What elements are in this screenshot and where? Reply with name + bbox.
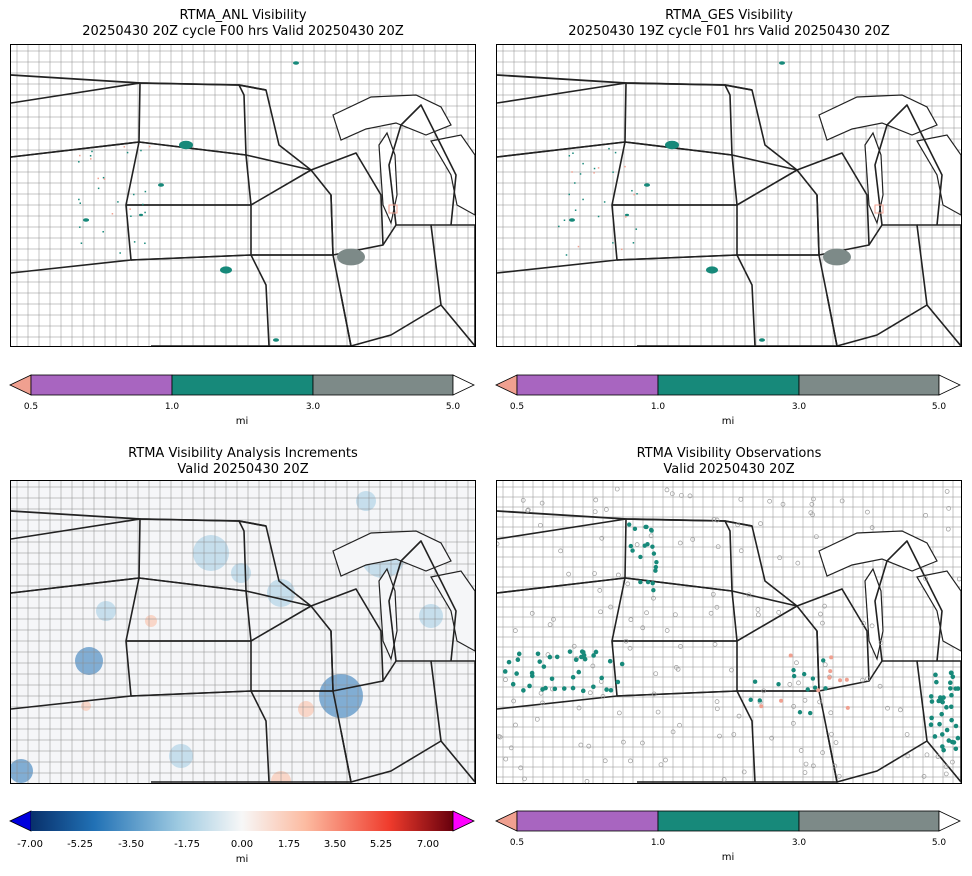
panel-anl-visibility: RTMA_ANL Visibility 20250430 20Z cycle F… — [0, 0, 486, 438]
cbar-tick: -5.25 — [67, 839, 93, 850]
colorbar-increments: -7.00 -5.25 -3.50 -1.75 0.00 1.75 3.50 5… — [9, 810, 475, 872]
cbar-tick: 0.5 — [509, 402, 525, 412]
cbar-seg-purple — [516, 374, 659, 396]
map-canvas — [497, 45, 961, 346]
panel-subtitle: 20250430 19Z cycle F01 hrs Valid 2025043… — [568, 24, 890, 39]
colorbar-anl: 0.5 1.0 3.0 5.0 mi — [9, 374, 475, 434]
panel-subtitle: 20250430 20Z cycle F00 hrs Valid 2025043… — [82, 24, 404, 39]
cbar-seg-gray — [312, 374, 454, 396]
cbar-unit: mi — [721, 416, 735, 427]
cbar-tick: 0.5 — [23, 402, 39, 412]
colorbar-cat — [495, 810, 961, 832]
panel-subtitle: Valid 20250430 20Z — [177, 462, 309, 477]
cbar-extend-high — [452, 810, 475, 832]
cbar-seg-green — [171, 374, 314, 396]
panel-title: RTMA Visibility Analysis Increments — [128, 446, 358, 461]
map-anl — [10, 44, 476, 347]
cbar-unit: mi — [235, 854, 249, 865]
cbar-tick: 5.0 — [445, 402, 461, 412]
cbar-seg-green — [657, 810, 800, 832]
map-canvas — [11, 45, 475, 346]
cbar-tick: 5.0 — [931, 838, 947, 848]
panel-observations: RTMA Visibility Observations Valid 20250… — [486, 438, 972, 876]
cbar-seg-gray — [798, 810, 940, 832]
panel-analysis-increments: RTMA Visibility Analysis Increments Vali… — [0, 438, 486, 876]
cbar-tick: 3.0 — [791, 402, 807, 412]
cbar-tick: 1.0 — [164, 402, 180, 412]
cbar-unit: mi — [721, 852, 735, 863]
cbar-tick: -1.75 — [174, 839, 200, 850]
cbar-extend-high — [452, 374, 475, 396]
cbar-seg-purple — [30, 374, 173, 396]
cbar-extend-low — [9, 374, 32, 396]
panel-title: RTMA_ANL Visibility — [179, 8, 307, 23]
cbar-tick: 0.00 — [230, 839, 254, 850]
cbar-seg-purple — [516, 810, 659, 832]
cbar-extend-low — [495, 810, 518, 832]
cbar-tick: 3.50 — [323, 839, 347, 850]
cbar-tick: 7.00 — [416, 839, 440, 850]
cbar-tick: 5.0 — [931, 402, 947, 412]
cbar-extend-high — [938, 374, 961, 396]
colorbar-observations: 0.5 1.0 3.0 5.0 mi — [495, 810, 961, 870]
cbar-extend-high — [938, 810, 961, 832]
cbar-tick: 3.0 — [305, 402, 321, 412]
map-increments — [10, 480, 476, 784]
cbar-extend-low — [9, 810, 32, 832]
panel-title: RTMA_GES Visibility — [665, 8, 793, 23]
cbar-seg-green — [657, 374, 800, 396]
panel-title: RTMA Visibility Observations — [636, 446, 822, 461]
map-canvas — [497, 481, 961, 783]
cbar-tick: 5.25 — [369, 839, 393, 850]
panel-subtitle: Valid 20250430 20Z — [663, 462, 795, 477]
colorbar-cat — [495, 374, 961, 396]
map-canvas — [11, 481, 475, 783]
map-ges — [496, 44, 962, 347]
cbar-tick: 1.75 — [277, 839, 301, 850]
cbar-tick: 3.0 — [791, 838, 807, 848]
cbar-unit: mi — [235, 416, 249, 427]
colorbar-cat — [9, 374, 475, 396]
cbar-tick: 1.0 — [650, 402, 666, 412]
cbar-gradient — [31, 811, 453, 831]
cbar-extend-low — [495, 374, 518, 396]
cbar-tick: 1.0 — [650, 838, 666, 848]
cbar-tick: -3.50 — [118, 839, 144, 850]
cbar-tick: -7.00 — [17, 839, 43, 850]
map-observations — [496, 480, 962, 784]
cbar-seg-gray — [798, 374, 940, 396]
colorbar-ges: 0.5 1.0 3.0 5.0 mi — [495, 374, 961, 434]
panel-ges-visibility: RTMA_GES Visibility 20250430 19Z cycle F… — [486, 0, 972, 438]
cbar-tick: 0.5 — [509, 838, 525, 848]
colorbar-diverging — [9, 810, 475, 832]
